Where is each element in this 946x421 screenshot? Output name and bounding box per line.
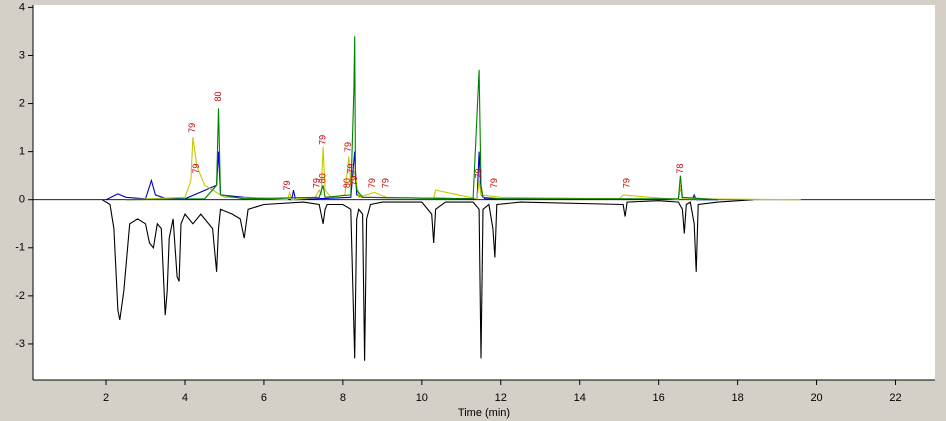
peak-label: 79 bbox=[282, 180, 292, 190]
peak-label: 79 bbox=[343, 142, 353, 152]
peak-label: 79 bbox=[187, 123, 197, 133]
trace bbox=[101, 199, 754, 361]
y-tick-label: 4 bbox=[19, 1, 25, 13]
y-tick-label: -2 bbox=[15, 290, 25, 302]
x-tick-label: 2 bbox=[103, 392, 109, 404]
y-tick-label: 2 bbox=[19, 97, 25, 109]
peak-label: 78 bbox=[675, 164, 685, 174]
y-tick-label: 0 bbox=[19, 194, 25, 206]
x-tick-label: 4 bbox=[182, 392, 188, 404]
peak-label: 80 bbox=[318, 173, 328, 183]
x-tick-label: 8 bbox=[340, 392, 346, 404]
peak-label: 79 bbox=[191, 164, 201, 174]
x-axis-title: Time (min) bbox=[458, 407, 510, 419]
peak-label: 79 bbox=[312, 178, 322, 188]
x-tick-label: 20 bbox=[810, 392, 822, 404]
x-tick-label: 14 bbox=[574, 392, 586, 404]
x-tick-label: 18 bbox=[732, 392, 744, 404]
peak-label: 79 bbox=[318, 135, 328, 145]
x-tick-label: 22 bbox=[889, 392, 901, 404]
peak-label: 79 bbox=[381, 178, 391, 188]
peak-label: 79 bbox=[349, 176, 359, 186]
peak-label: 79 bbox=[346, 164, 356, 174]
peak-label: 80 bbox=[342, 178, 352, 188]
y-tick-label: 1 bbox=[19, 146, 25, 158]
trace bbox=[125, 36, 718, 201]
peak-label: 79 bbox=[473, 168, 483, 178]
x-tick-label: 12 bbox=[495, 392, 507, 404]
x-tick-label: 6 bbox=[261, 392, 267, 404]
y-tick-label: -1 bbox=[15, 242, 25, 254]
plot-area bbox=[33, 5, 935, 380]
x-tick-label: 16 bbox=[653, 392, 665, 404]
y-tick-label: -3 bbox=[15, 338, 25, 350]
y-tick-label: 3 bbox=[19, 49, 25, 61]
peak-label: 80 bbox=[213, 92, 223, 102]
peak-label: 79 bbox=[367, 178, 377, 188]
x-tick-label: 10 bbox=[416, 392, 428, 404]
peak-label: 79 bbox=[489, 178, 499, 188]
peak-label: 79 bbox=[621, 178, 631, 188]
